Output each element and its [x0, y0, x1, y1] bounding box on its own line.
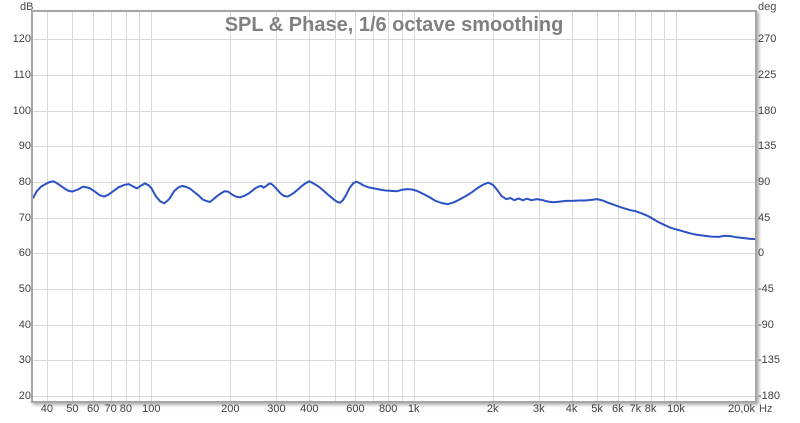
x-axis-tick-label: 40 — [40, 403, 54, 415]
right-axis-tick-label: 135 — [758, 140, 777, 153]
x-axis-tick-label: 6k — [612, 403, 624, 415]
spl-curve — [33, 180, 755, 241]
left-axis-tick-label: 50 — [18, 282, 31, 295]
left-axis-tick-label: 70 — [18, 211, 31, 224]
x-axis-tick-label: 1k — [407, 403, 420, 415]
x-axis-tick-label: 8k — [644, 403, 657, 415]
left-axis-tick-label: 90 — [18, 140, 31, 153]
x-axis-tick-label: 70 — [104, 403, 117, 415]
left-axis-unit-label: dB — [20, 1, 34, 13]
x-axis-tick-label: 4k — [565, 403, 578, 415]
left-axis-tick-label: 60 — [18, 247, 31, 260]
x-axis-tick-label: 50 — [66, 403, 79, 415]
left-axis-tick-label: 40 — [18, 318, 31, 331]
x-axis-tick-label: 800 — [379, 403, 398, 415]
left-axis-tick-label: 80 — [18, 175, 31, 188]
right-axis-tick-label: 270 — [758, 33, 777, 46]
right-axis-tick-label: 225 — [758, 68, 777, 81]
chart-canvas — [33, 12, 755, 401]
x-axis-tick-label: 7k — [629, 403, 642, 415]
left-axis-tick-label: 100 — [12, 104, 31, 117]
x-axis-tick-label: 300 — [267, 403, 286, 415]
left-axis-tick-label: 120 — [12, 33, 31, 46]
right-axis-tick-label: 90 — [758, 175, 771, 188]
left-axis-tick-label: 30 — [18, 354, 31, 367]
x-axis-tick-label: 3k — [533, 403, 545, 415]
right-axis-unit-label: deg — [758, 1, 777, 13]
x-axis-tick-label: 10k — [667, 403, 685, 415]
x-axis-unit-label: Hz — [759, 403, 773, 415]
x-axis-tick-label: 80 — [119, 403, 133, 415]
right-axis-tick-label: -180 — [758, 390, 781, 402]
x-axis-tick-label: 200 — [221, 403, 240, 415]
left-axis-tick-label: 20 — [18, 390, 31, 402]
left-axis-tick-label: 110 — [13, 68, 31, 81]
x-axis-tick-label: 600 — [346, 403, 365, 415]
plot-area: SPL & Phase, 1/6 octave smoothing — [31, 10, 757, 403]
right-axis-tick-label: -135 — [758, 354, 781, 367]
right-axis-tick-label: -90 — [758, 318, 774, 331]
right-axis-tick-label: -45 — [758, 282, 774, 295]
x-axis-tick-label: 60 — [86, 403, 100, 415]
x-axis-tick-label: 2k — [486, 403, 499, 415]
right-axis-tick-label: 180 — [758, 104, 777, 117]
x-axis-tick-label: 400 — [300, 403, 319, 415]
right-axis-tick-label: 45 — [758, 211, 771, 224]
x-axis-tick-label: 20,0k — [728, 403, 755, 415]
x-axis-tick-label: 5k — [591, 403, 603, 415]
x-axis-tick-label: 100 — [142, 403, 161, 415]
right-axis-tick-label: 0 — [758, 247, 765, 260]
